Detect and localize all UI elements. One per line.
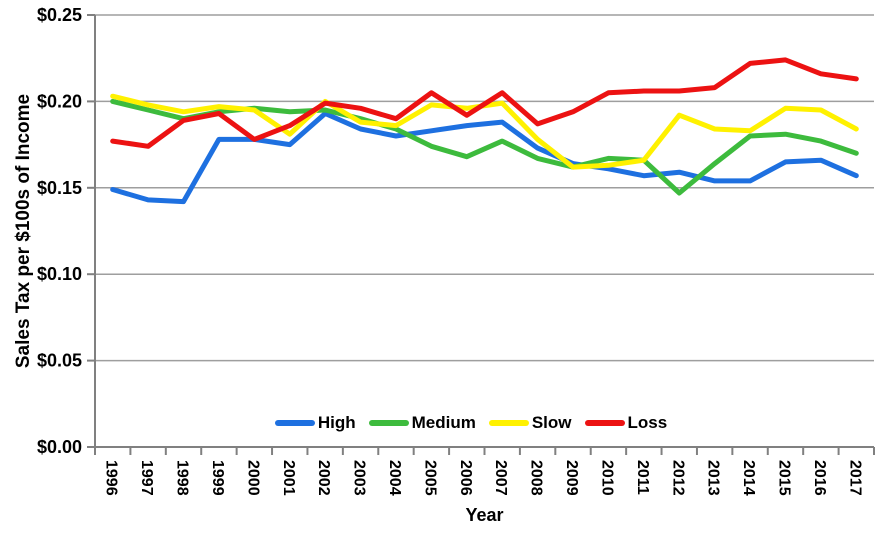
x-tick-label: 2002 <box>315 460 332 496</box>
x-tick-label: 1996 <box>103 460 120 496</box>
x-tick-label: 2015 <box>775 460 792 496</box>
legend-label-slow: Slow <box>531 413 572 432</box>
y-tick-label: $0.05 <box>37 351 82 371</box>
x-tick-label: 1998 <box>174 460 191 496</box>
y-tick-label: $0.15 <box>37 178 82 198</box>
legend-swatch-loss <box>584 420 625 426</box>
legend-label-high: High <box>317 413 356 432</box>
legend-label-loss: Loss <box>627 413 668 432</box>
legend-label-medium: Medium <box>411 413 476 432</box>
x-tick-label: 2017 <box>846 460 863 496</box>
chart-legend: High Medium Slow Loss <box>95 413 847 433</box>
y-tick-label: $0.20 <box>37 91 82 111</box>
x-tick-label: 2000 <box>244 460 261 496</box>
x-tick-label: 2006 <box>457 460 474 496</box>
x-tick-label: 2004 <box>386 460 403 496</box>
legend-swatch-high <box>274 420 315 426</box>
legend-item-slow: Slow <box>488 413 572 433</box>
x-tick-label: 1999 <box>209 460 226 496</box>
y-tick-label: $0.25 <box>37 5 82 25</box>
y-tick-label: $0.00 <box>37 437 82 457</box>
series-line-high <box>110 111 859 205</box>
x-tick-label: 2014 <box>740 460 757 496</box>
x-tick-label: 2016 <box>811 460 828 496</box>
legend-item-high: High <box>274 413 356 433</box>
x-tick-label: 2007 <box>492 460 509 496</box>
x-tick-label: 2003 <box>351 460 368 496</box>
y-tick-label: $0.10 <box>37 264 82 284</box>
x-tick-label: 2013 <box>705 460 722 496</box>
x-tick-label: 1997 <box>138 460 155 496</box>
x-tick-label: 2001 <box>280 460 297 496</box>
legend-item-loss: Loss <box>584 413 668 433</box>
x-tick-label: 2005 <box>421 460 438 496</box>
x-tick-label: 2010 <box>598 460 615 496</box>
x-tick-label: 2009 <box>563 460 580 496</box>
legend-swatch-medium <box>368 420 409 426</box>
x-tick-label: 2011 <box>634 460 651 495</box>
legend-item-medium: Medium <box>368 413 476 433</box>
x-tick-label: 2008 <box>528 460 545 496</box>
series-line-loss <box>110 57 859 149</box>
x-tick-label: 2012 <box>669 460 686 496</box>
legend-swatch-slow <box>488 420 529 426</box>
x-axis-title: Year <box>465 505 504 525</box>
